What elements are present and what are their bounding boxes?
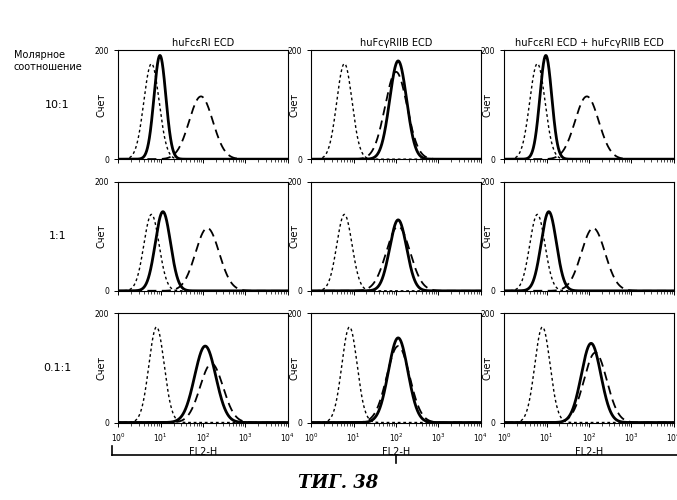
- Text: Счет: Счет: [290, 224, 299, 248]
- Text: Счет: Счет: [483, 92, 492, 116]
- Text: Счет: Счет: [290, 356, 299, 380]
- Text: 10:1: 10:1: [45, 100, 70, 110]
- Text: Счет: Счет: [290, 92, 299, 116]
- Text: Счет: Счет: [483, 224, 492, 248]
- Text: Счет: Счет: [97, 92, 106, 116]
- Text: ΤИГ. 38: ΤИГ. 38: [299, 474, 378, 492]
- Title: huFcεRI ECD + huFcγRIIB ECD: huFcεRI ECD + huFcγRIIB ECD: [515, 38, 663, 48]
- Text: Счет: Счет: [483, 356, 492, 380]
- Text: 1:1: 1:1: [49, 231, 66, 241]
- Text: 0.1:1: 0.1:1: [43, 363, 72, 373]
- Text: Молярное
соотношение: Молярное соотношение: [14, 50, 83, 72]
- X-axis label: FL2-H: FL2-H: [382, 446, 410, 456]
- Title: huFcγRIIB ECD: huFcγRIIB ECD: [360, 38, 432, 48]
- Title: huFcεRI ECD: huFcεRI ECD: [172, 38, 234, 48]
- X-axis label: FL2-H: FL2-H: [189, 446, 217, 456]
- Text: Счет: Счет: [97, 224, 106, 248]
- X-axis label: FL2-H: FL2-H: [575, 446, 603, 456]
- Text: Счет: Счет: [97, 356, 106, 380]
